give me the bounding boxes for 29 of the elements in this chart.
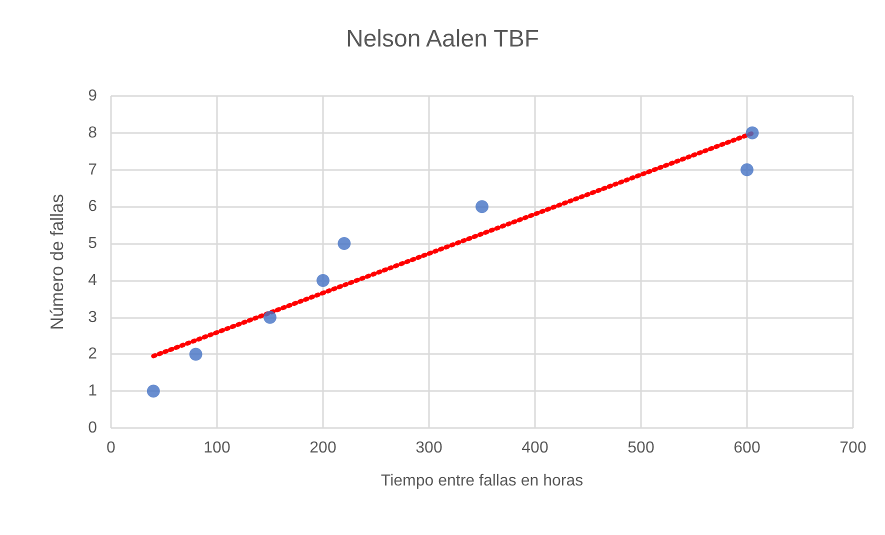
y-tick-label: 7: [88, 161, 98, 178]
x-tick-label: 0: [106, 440, 116, 456]
x-tick-label: 200: [310, 440, 336, 456]
x-tick-label: 500: [628, 440, 654, 456]
y-tick-label: 8: [88, 124, 98, 142]
x-tick-label: 400: [522, 440, 548, 456]
y-tick-label: 1: [88, 382, 98, 400]
point: [476, 200, 488, 214]
y-tick-label: 0: [88, 420, 98, 436]
x-tick-label: 100: [204, 440, 230, 456]
point: [316, 274, 330, 287]
y-axis-title: Número de fallas: [47, 194, 67, 330]
point: [746, 126, 759, 140]
point: [189, 348, 202, 361]
x-tick-label: 700: [840, 440, 866, 456]
point: [338, 237, 351, 250]
y-tick-label: 9: [88, 88, 98, 104]
y-tick-label: 3: [88, 308, 98, 326]
y-tick-label: 4: [88, 272, 98, 289]
x-tick-label: 300: [416, 440, 442, 456]
y-tick-label: 2: [88, 346, 98, 363]
y-tick-label: 5: [88, 235, 98, 252]
x-tick-label: 600: [734, 440, 760, 456]
point: [264, 310, 276, 324]
y-tick-label: 6: [88, 198, 98, 216]
x-axis-title: Tiempo entre fallas en horas: [380, 472, 584, 490]
chart-title: Nelson Aalen TBF: [346, 26, 539, 52]
point: [146, 384, 160, 398]
point: [740, 163, 754, 176]
